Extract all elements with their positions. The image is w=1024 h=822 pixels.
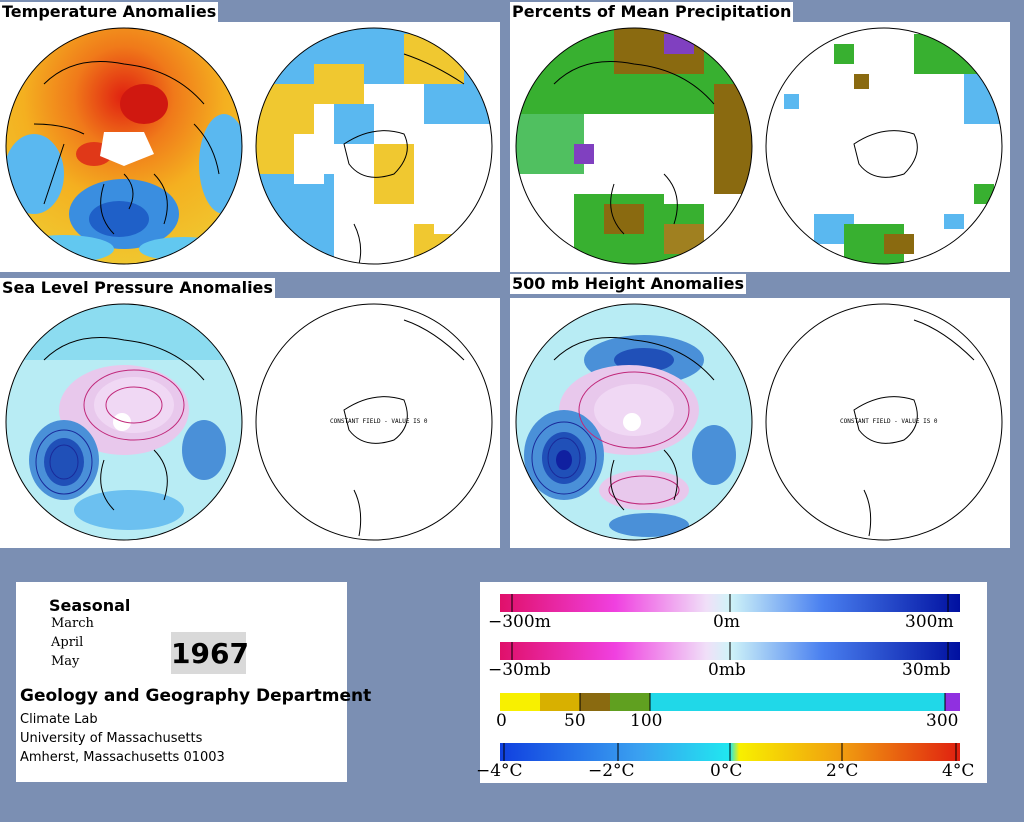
temp-label-4: 4°C — [942, 761, 975, 781]
height-label-min: −300m — [488, 612, 551, 632]
temp-colorbar — [500, 743, 960, 761]
info-line-3: Amherst, Massachusetts 01003 — [20, 750, 225, 765]
temperature-map-sh — [255, 27, 493, 265]
year-badge: 1967 — [171, 632, 249, 674]
slp-map-nh — [5, 303, 243, 541]
legend-panel: −300m 0m 300m −30mb 0mb 30mb 0 50 100 30… — [476, 582, 987, 783]
precip-label-300: 300 — [926, 711, 959, 731]
precip-label-100: 100 — [630, 711, 663, 731]
temp-label-0: 0°C — [710, 761, 743, 781]
slp-map-sh — [255, 303, 493, 541]
pressure-label-min: −30mb — [488, 660, 551, 680]
month-3: May — [51, 654, 80, 669]
month-2: April — [51, 635, 84, 650]
height-map-nh — [515, 303, 753, 541]
temp-label-2: 2°C — [826, 761, 859, 781]
pressure-label-mid: 0mb — [708, 660, 746, 680]
height-title: 500 mb Height Anomalies — [510, 274, 747, 294]
slp-panel: CONSTANT FIELD - VALUE IS 0 — [0, 298, 500, 548]
height-label-mid: 0m — [713, 612, 740, 632]
pressure-label-max: 30mb — [902, 660, 951, 680]
precipitation-panel — [510, 22, 1010, 272]
month-1: March — [51, 616, 94, 631]
height-constant-note: CONSTANT FIELD - VALUE IS 0 — [840, 418, 938, 425]
temperature-map-nh — [5, 27, 243, 265]
height-colorbar — [500, 594, 960, 612]
info-box: Seasonal March April May 1967 Geology an… — [16, 582, 371, 782]
height-map-sh — [765, 303, 1003, 541]
temperature-panel — [0, 22, 500, 272]
precipitation-map-sh — [765, 27, 1003, 265]
temp-label-m4: −4°C — [476, 761, 523, 781]
height-label-max: 300m — [905, 612, 954, 632]
temperature-title: Temperature Anomalies — [0, 2, 219, 22]
slp-title: Sea Level Pressure Anomalies — [0, 278, 275, 298]
precip-label-0: 0 — [496, 711, 507, 731]
info-line-1: Climate Lab — [20, 712, 98, 727]
height-panel: CONSTANT FIELD - VALUE IS 0 — [510, 298, 1010, 548]
period-label: Seasonal — [49, 596, 131, 615]
precip-colorbar — [500, 693, 960, 711]
info-line-2: University of Massachusetts — [20, 731, 203, 746]
precipitation-map-nh — [515, 27, 753, 265]
pressure-colorbar — [500, 642, 960, 660]
slp-constant-note: CONSTANT FIELD - VALUE IS 0 — [330, 418, 428, 425]
department-name: Geology and Geography Department — [20, 686, 372, 706]
precipitation-title: Percents of Mean Precipitation — [510, 2, 794, 22]
precip-label-50: 50 — [564, 711, 586, 731]
temp-label-m2: −2°C — [588, 761, 635, 781]
